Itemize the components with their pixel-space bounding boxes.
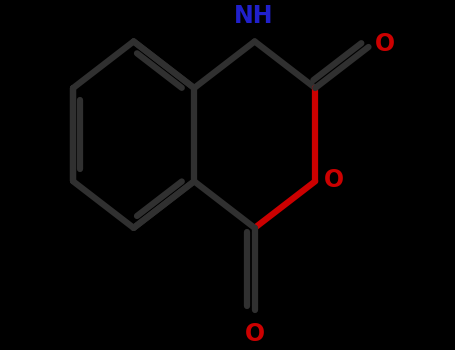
Text: O: O [324,168,344,191]
Text: NH: NH [234,4,274,28]
Text: O: O [245,322,265,346]
Text: O: O [375,32,395,56]
